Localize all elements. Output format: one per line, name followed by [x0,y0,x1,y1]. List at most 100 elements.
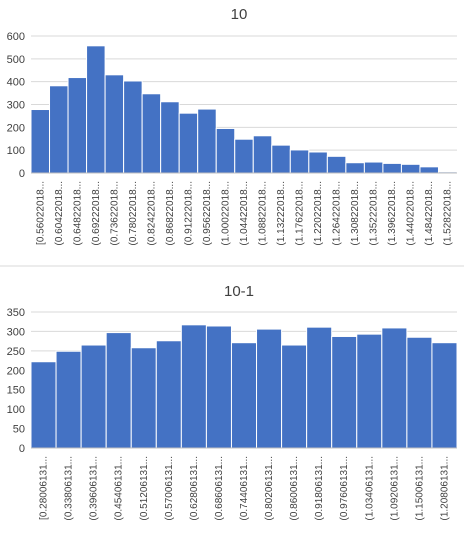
x-tick-label: (1.20806131... [439,456,450,521]
y-tick-label: 300 [7,100,25,112]
bar [180,324,207,449]
y-tick-label: 400 [7,77,25,89]
x-tick-label: (0.74406131... [239,456,250,521]
bar [256,328,283,449]
bar [49,85,69,174]
y-tick-label: 150 [7,385,25,397]
x-tick-label: (0.62806131... [189,456,200,521]
x-tick-label: (1.22022018... [313,181,324,246]
x-tick-label: (1.26422018... [332,181,343,246]
x-tick-label: (1.39622018... [387,181,398,246]
bar [406,336,433,449]
y-tick-label: 350 [7,307,25,319]
y-tick-label: 300 [7,326,25,338]
bar [86,45,106,174]
chart-title: 10-1 [224,283,254,300]
x-tick-label: (1.48422018... [424,181,435,246]
y-tick-label: 600 [7,31,25,43]
bar [130,347,157,449]
bar [234,138,254,174]
x-tick-label: (0.86006131... [289,456,300,521]
bar [326,155,347,174]
bar [105,332,132,449]
x-tick-label: (1.09206131... [389,456,400,521]
y-tick-label: 0 [19,443,25,455]
x-tick-label: (0.95622018... [202,181,213,246]
x-tick-label: (1.08822018... [258,181,269,246]
bar [400,163,421,174]
x-tick-label: (1.17622018... [295,181,306,246]
x-tick-label: (0.69222018... [91,181,102,246]
bar [308,151,328,174]
x-tick-label: (1.30822018... [350,181,361,246]
x-tick-label: (0.45406131... [114,456,125,521]
bar [123,80,143,174]
bar [80,344,107,449]
x-tick-label: (1.35222018... [369,181,380,246]
x-tick-label: (0.51206131... [139,456,150,521]
bar [271,144,291,174]
x-tick-label: [0.56022018... [35,181,46,245]
bar [205,325,232,449]
x-tick-label: (1.00022018... [220,181,231,246]
y-tick-label: 100 [7,145,25,157]
bar [281,344,308,449]
bar [141,93,162,174]
bar [419,166,439,174]
bar [160,101,180,174]
x-tick-label: (0.73622018... [109,181,120,246]
x-tick-label: (1.13222018... [276,181,287,246]
y-tick-label: 50 [13,424,25,436]
x-tick-label: (0.68606131... [214,456,225,521]
x-tick-label: (0.39606131... [89,456,100,521]
bar [55,350,82,449]
bar [431,342,458,449]
bar [104,74,125,174]
bar [30,361,57,449]
bar [30,109,51,174]
x-tick-label: (0.78022018... [128,181,139,246]
x-tick-label: [0.28006131... [39,456,50,520]
x-tick-label: (1.04422018... [239,181,250,246]
x-tick-label: (1.44022018... [406,181,417,246]
bar [252,135,273,174]
bar [230,342,258,449]
bar [289,149,310,174]
y-tick-label: 200 [7,122,25,134]
bar [356,333,383,449]
bar [197,108,217,174]
bar [381,327,408,449]
bar [67,77,88,174]
x-tick-label: (0.86822018... [165,181,176,246]
bar [178,112,199,174]
bar [306,326,333,449]
chart-title: 10 [231,6,248,23]
y-tick-label: 200 [7,365,25,377]
bar [382,162,402,174]
bar [331,335,358,449]
y-tick-label: 0 [19,168,25,180]
x-tick-label: (0.91222018... [183,181,194,246]
x-tick-label: (0.33806131... [64,456,75,521]
bar [345,162,365,174]
chart-10-1: 10-1 0 50 100 150 200 250 300 350 [0.28006131... (… [7,283,458,521]
x-tick-label: (0.60422018... [54,181,65,246]
x-tick-label: (1.03406131... [364,456,375,521]
y-tick-label: 500 [7,54,25,66]
x-tick-label: (1.52822018... [443,181,454,246]
y-tick-label: 250 [7,346,25,358]
y-tick-label: 100 [7,404,25,416]
x-tick-label: (0.64822018... [72,181,83,246]
bar [215,127,236,174]
x-tick-label: (0.80206131... [264,456,275,521]
x-tick-label: (1.15006131... [414,456,425,521]
x-tick-label: (0.82422018... [146,181,157,246]
x-tick-label: (0.57006131... [164,456,175,521]
x-tick-label: (0.97606131... [339,456,350,521]
x-tick-label: (0.91806131... [314,456,325,521]
bar [363,161,384,174]
bar [155,340,182,449]
